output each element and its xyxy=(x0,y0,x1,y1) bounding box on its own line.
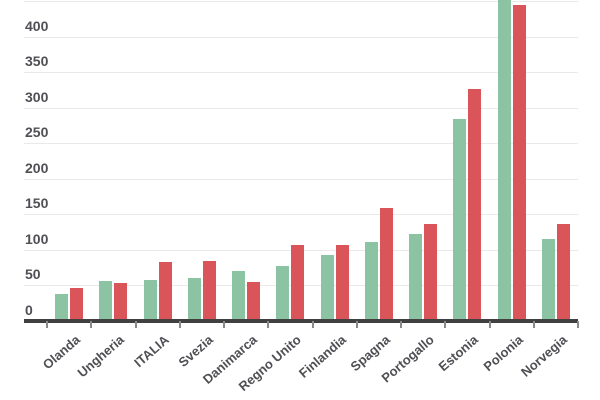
gridline-300 xyxy=(24,107,578,109)
bar-group-danimarca xyxy=(224,0,268,321)
bar-red-series-svezia xyxy=(202,260,216,321)
gridline-450 xyxy=(24,1,578,3)
bar-red-series-danimarca xyxy=(247,281,261,321)
x-axis-tick xyxy=(400,321,402,328)
bar-group-regno-unito xyxy=(268,0,312,321)
bar-green-series-danimarca xyxy=(232,270,246,321)
bar-green-series-polonia xyxy=(497,0,511,321)
y-axis-label-0: 0 xyxy=(25,302,33,318)
y-axis-label-250: 250 xyxy=(25,124,49,141)
y-axis-label-50: 50 xyxy=(25,266,41,283)
bar-group-italia xyxy=(136,0,180,321)
bar-green-series-norvegia xyxy=(541,238,555,321)
bar-group-polonia xyxy=(490,0,534,321)
x-axis-line xyxy=(24,319,578,323)
x-axis-label-estonia: Estonia xyxy=(435,332,482,375)
x-axis-tick xyxy=(577,321,579,328)
bar-green-series-svezia xyxy=(187,278,201,321)
bar-red-series-regno-unito xyxy=(291,244,305,321)
bar-group-olanda xyxy=(47,0,91,321)
bar-group-ungheria xyxy=(91,0,135,321)
bar-red-series-portogallo xyxy=(424,224,438,321)
gridline-200 xyxy=(24,178,578,180)
bar-group-finlandia xyxy=(313,0,357,321)
x-axis-tick xyxy=(444,321,447,328)
x-axis-label-norvegia: Norvegia xyxy=(517,332,570,380)
bar-red-series-italia xyxy=(158,262,172,321)
bar-group-svezia xyxy=(180,0,224,321)
x-axis-label-svezia: Svezia xyxy=(175,332,216,370)
y-axis-label-200: 200 xyxy=(25,159,49,176)
bar-green-series-italia xyxy=(143,279,157,321)
bar-red-series-estonia xyxy=(468,88,482,321)
bar-green-series-regno-unito xyxy=(276,266,290,321)
x-axis-label-italia: ITALIA xyxy=(130,332,172,371)
x-axis-label-finlandia: Finlandia xyxy=(295,332,349,381)
bar-red-series-olanda xyxy=(70,287,84,321)
y-axis-label-150: 150 xyxy=(25,195,49,212)
gridline-350 xyxy=(24,72,578,74)
bar-group-spagna xyxy=(357,0,401,321)
x-axis-tick xyxy=(46,321,48,328)
y-axis-label-100: 100 xyxy=(25,230,49,247)
x-axis-tick xyxy=(532,321,535,328)
bar-green-series-finlandia xyxy=(320,254,334,321)
bar-group-norvegia xyxy=(534,0,578,321)
x-axis-tick xyxy=(90,321,93,328)
y-axis-label-350: 350 xyxy=(25,53,49,70)
gridline-400 xyxy=(24,36,578,38)
x-axis-tick xyxy=(488,321,491,328)
x-axis-label-ungheria: Ungheria xyxy=(74,332,128,381)
bar-green-series-olanda xyxy=(55,294,69,321)
bar-red-series-ungheria xyxy=(114,282,128,321)
y-axis-label-300: 300 xyxy=(25,88,49,105)
y-axis-label-400: 400 xyxy=(25,17,49,34)
plot-area: 0 50 100 150 200 250 300 350 400 xyxy=(24,0,578,321)
bar-green-series-ungheria xyxy=(99,281,113,321)
bar-red-series-norvegia xyxy=(556,223,570,321)
x-axis-tick xyxy=(267,321,270,328)
gridline-150 xyxy=(24,214,578,216)
bar-green-series-estonia xyxy=(453,119,467,321)
bar-red-series-polonia xyxy=(512,4,526,321)
bars-container xyxy=(47,0,578,321)
bar-red-series-finlandia xyxy=(335,244,349,321)
x-axis-tick xyxy=(311,321,314,328)
x-axis-tick xyxy=(355,321,358,328)
bar-group-portogallo xyxy=(401,0,445,321)
bar-green-series-spagna xyxy=(364,242,378,321)
gridline-250 xyxy=(24,143,578,145)
x-axis-tick xyxy=(134,321,137,328)
bar-group-estonia xyxy=(445,0,489,321)
x-axis-tick xyxy=(223,321,225,328)
bar-red-series-spagna xyxy=(379,208,393,321)
bar-green-series-portogallo xyxy=(409,233,423,321)
x-axis-tick xyxy=(178,321,181,328)
